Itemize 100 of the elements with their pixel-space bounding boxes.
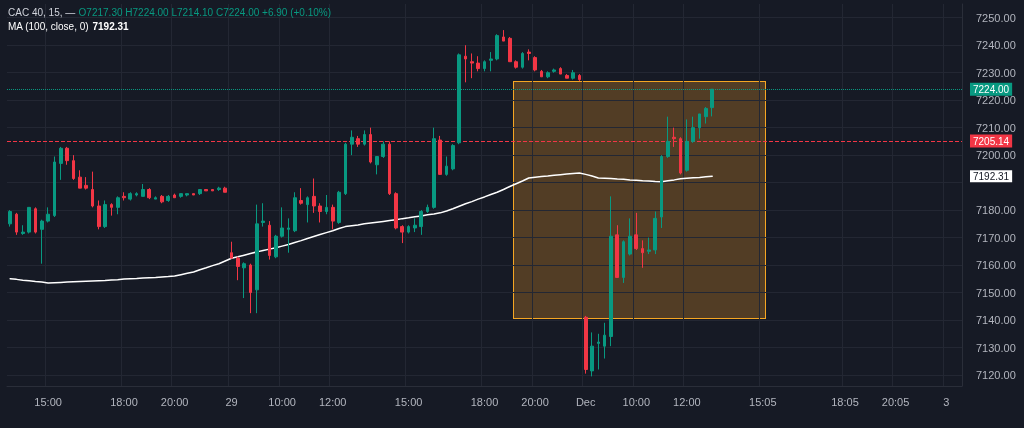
candlestick [268, 220, 271, 261]
ref-line-label: 7224.00 [973, 83, 1010, 95]
candlestick [147, 187, 151, 200]
x-tick-label: 18:00 [470, 395, 499, 408]
candlestick [502, 29, 505, 42]
candlestick [21, 224, 25, 236]
y-tick-label: 7240.00 [976, 39, 1016, 52]
candlestick [483, 59, 486, 72]
candlestick [236, 256, 240, 281]
candlestick [426, 204, 429, 214]
candlestick [223, 186, 227, 193]
y-tick-label: 7170.00 [976, 231, 1016, 244]
candlestick [230, 241, 233, 259]
candlestick [299, 187, 303, 206]
ref-line-label: 7205.14 [973, 135, 1010, 147]
candlestick [204, 189, 208, 192]
candlestick [413, 217, 417, 233]
candlestick [565, 73, 569, 79]
x-tick-label: 12:00 [318, 395, 347, 408]
candlestick [179, 193, 183, 199]
x-tick-label: 18:05 [831, 395, 859, 408]
y-tick-label: 7160.00 [976, 259, 1016, 272]
candlestick [685, 118, 689, 173]
y-tick-label: 7130.00 [976, 341, 1016, 354]
candlestick [166, 194, 170, 203]
candlestick [533, 55, 537, 72]
candlestick [217, 186, 221, 192]
candlestick [609, 195, 613, 347]
candlestick [628, 217, 632, 256]
candlestick [578, 73, 581, 82]
x-tick-label: 15:00 [34, 395, 62, 408]
y-tick-label: 7140.00 [976, 314, 1016, 327]
candlestick [470, 52, 474, 79]
candlestick [160, 194, 164, 204]
candlestick [445, 156, 448, 177]
text: 7192.31 [973, 170, 1010, 182]
y-tick-label: 7180.00 [976, 204, 1016, 217]
candlestick [65, 146, 69, 166]
candlestick [280, 206, 284, 239]
candlestick [331, 204, 335, 230]
candlestick [154, 195, 157, 200]
candlestick [704, 106, 708, 125]
candlestick [249, 263, 252, 314]
candlestick [546, 70, 550, 79]
x-tick-label: 20:00 [521, 395, 549, 408]
candlestick [495, 33, 499, 61]
candlestick [603, 322, 606, 360]
x-tick-label: 12:00 [673, 395, 701, 408]
candlestick [337, 190, 341, 225]
x-tick-label: 20:05 [881, 395, 910, 408]
candlestick [274, 234, 278, 259]
candlestick [464, 44, 467, 83]
candlestick [192, 193, 195, 196]
candlestick [72, 154, 75, 181]
candlestick [173, 193, 176, 199]
candlestick [508, 36, 512, 63]
candlestick [15, 212, 18, 236]
x-tick-label: 29 [225, 395, 238, 408]
candlestick [185, 193, 189, 197]
candlestick [451, 143, 455, 171]
candlestick [419, 209, 423, 236]
x-tick-label: 10:00 [622, 395, 651, 408]
candlestick [559, 66, 562, 75]
candlestick [666, 116, 670, 159]
line-series [9, 172, 713, 284]
candlestick [255, 204, 259, 314]
candlestick [318, 202, 322, 223]
candlestick [141, 183, 145, 197]
y-tick-label: 7250.00 [976, 11, 1016, 24]
candlestick [116, 195, 120, 215]
candlestick [407, 224, 410, 234]
candlestick [97, 200, 101, 230]
candlestick [521, 51, 524, 70]
candlestick [590, 331, 594, 377]
candlestick [350, 129, 354, 156]
candlestick [375, 156, 379, 175]
annotation: 7192.31 [92, 20, 130, 32]
candlestick [261, 202, 265, 228]
candlestick [84, 176, 88, 190]
x-tick-label: Dec [575, 395, 596, 408]
candlestick [691, 116, 695, 144]
candlestick [27, 206, 31, 234]
candlestick [400, 224, 404, 244]
candlestick [476, 55, 480, 72]
chart-title: CAC 40, 15, — [8, 6, 76, 18]
candlestick [584, 315, 588, 375]
candlestick [211, 189, 214, 192]
candlestick [59, 146, 63, 181]
chart-subtitle: O7217.30 H7224.00 L7214.10 C7224.00 +6.90 (+0.10%) [78, 6, 332, 18]
candlestick [615, 224, 619, 278]
y-tick-label: 7200.00 [976, 149, 1016, 162]
candlestick [622, 239, 625, 284]
candlestick [312, 178, 316, 214]
candlestick [660, 154, 663, 229]
candlestick [344, 142, 347, 196]
candlestick [634, 212, 638, 251]
y-tick-label: 7220.00 [976, 94, 1016, 107]
candlestick [540, 69, 543, 78]
candlestick [514, 59, 518, 70]
candlestick [325, 194, 328, 215]
